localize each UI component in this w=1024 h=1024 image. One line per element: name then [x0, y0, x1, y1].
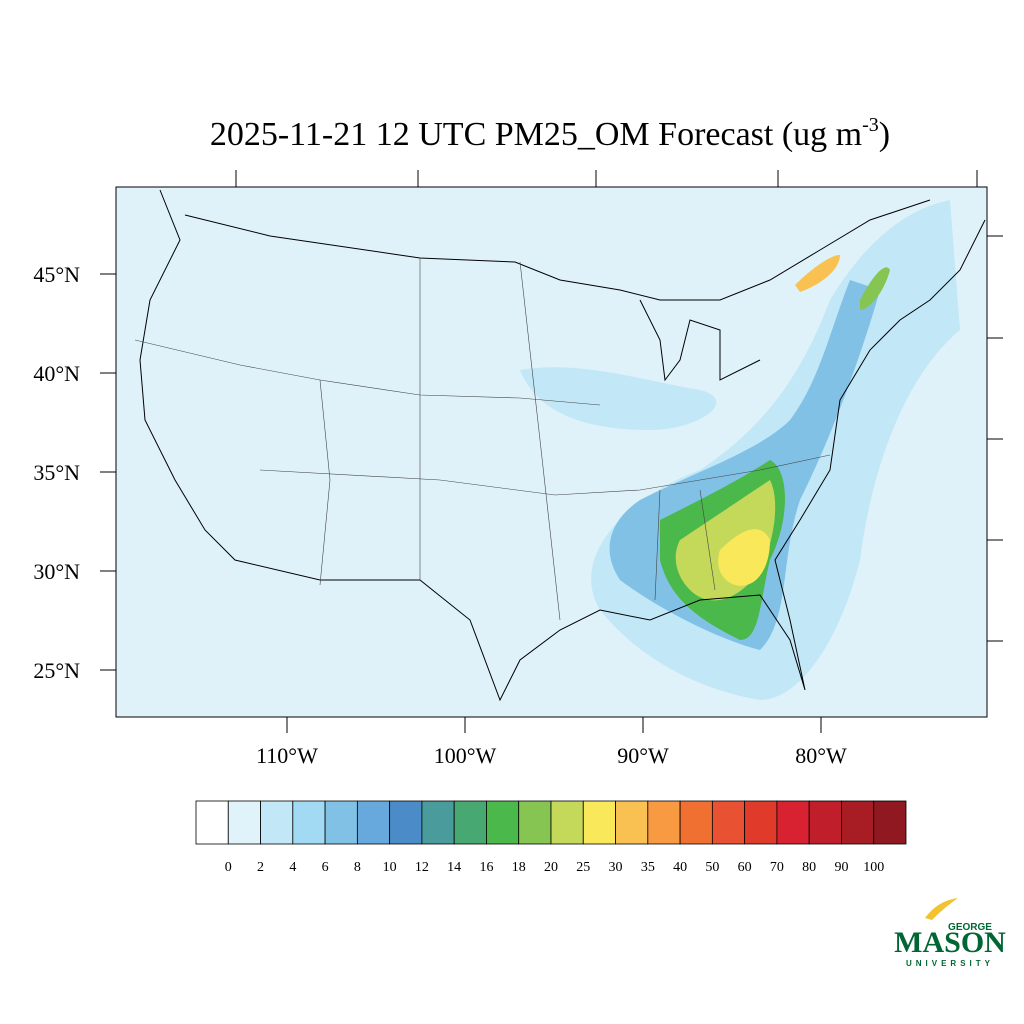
colorbar-label: 8 — [354, 860, 361, 875]
title-close: ) — [879, 116, 890, 153]
lon-label: 110°W — [256, 743, 318, 768]
colorbar-label: 12 — [415, 860, 429, 875]
colorbar-label: 20 — [544, 860, 558, 875]
colorbar-label: 50 — [705, 860, 719, 875]
colorbar-label: 80 — [802, 860, 816, 875]
lat-label: 30°N — [33, 559, 80, 584]
lat-label: 40°N — [33, 361, 80, 386]
colorbar-label: 35 — [641, 860, 655, 875]
colorbar-box — [389, 800, 423, 845]
colorbar-box — [582, 800, 616, 845]
logo: GEORGE MASON UNIVERSITY — [894, 898, 1006, 968]
lat-label: 35°N — [33, 460, 80, 485]
colorbar-box — [841, 800, 875, 845]
colorbar-label: 4 — [289, 860, 296, 875]
title: 2025-11-21 12 UTC PM25_OM Forecast (ug m… — [210, 114, 890, 153]
lat-label: 45°N — [33, 262, 80, 287]
colorbar-box — [486, 800, 520, 845]
colorbar-label: 6 — [322, 860, 329, 875]
colorbar-label: 25 — [576, 860, 590, 875]
colorbar-label: 16 — [479, 860, 493, 875]
logo-bottom: UNIVERSITY — [906, 959, 994, 968]
lon-label: 80°W — [795, 743, 847, 768]
colorbar-box — [808, 800, 842, 845]
colorbar-label: 10 — [383, 860, 397, 875]
map-frame — [115, 186, 988, 718]
colorbar-box — [647, 800, 681, 845]
colorbar-box — [453, 800, 487, 845]
logo-top: GEORGE — [948, 922, 992, 933]
colorbar-box — [615, 800, 649, 845]
colorbar-box — [776, 800, 810, 845]
title-text: 2025-11-21 12 UTC PM25_OM Forecast (ug m — [210, 116, 862, 153]
colorbar: 0 2 4 6 8 10 12 14 16 18 20 25 30 35 40 50 60 70 80 90 100 — [195, 800, 907, 875]
colorbar-label: 100 — [863, 860, 884, 875]
colorbar-box — [711, 800, 746, 845]
colorbar-box — [518, 800, 552, 845]
state-borders — [134, 258, 831, 621]
colorbar-box — [421, 800, 455, 845]
colorbar-label: 60 — [738, 860, 752, 875]
colorbar-box — [744, 800, 778, 845]
colorbar-box — [227, 800, 261, 845]
lon-label: 100°W — [434, 743, 497, 768]
colorbar-label: 70 — [770, 860, 784, 875]
colorbar-box — [679, 800, 713, 845]
concentration-field — [520, 200, 960, 700]
colorbar-label: 30 — [609, 860, 623, 875]
lon-label: 90°W — [617, 743, 669, 768]
colorbar-box — [195, 800, 229, 845]
colorbar-label: 2 — [257, 860, 264, 875]
colorbar-box — [324, 800, 358, 845]
colorbar-label: 18 — [512, 860, 526, 875]
frame-ticks — [100, 170, 1003, 733]
coastlines — [139, 189, 986, 702]
colorbar-box — [873, 800, 907, 845]
title-superscript: -3 — [862, 114, 879, 136]
colorbar-label: 90 — [834, 860, 848, 875]
axis-labels: 45°N 40°N 35°N 30°N 25°N 110°W 100°W 90°W 80°W — [33, 262, 847, 768]
colorbar-box — [356, 800, 391, 845]
colorbar-label: 0 — [225, 860, 232, 875]
colorbar-box — [292, 800, 326, 845]
colorbar-label: 14 — [447, 860, 461, 875]
logo-main: MASON — [894, 926, 1006, 959]
lat-label: 25°N — [33, 658, 80, 683]
colorbar-box — [550, 800, 584, 845]
colorbar-box — [260, 800, 294, 845]
colorbar-label: 40 — [673, 860, 687, 875]
